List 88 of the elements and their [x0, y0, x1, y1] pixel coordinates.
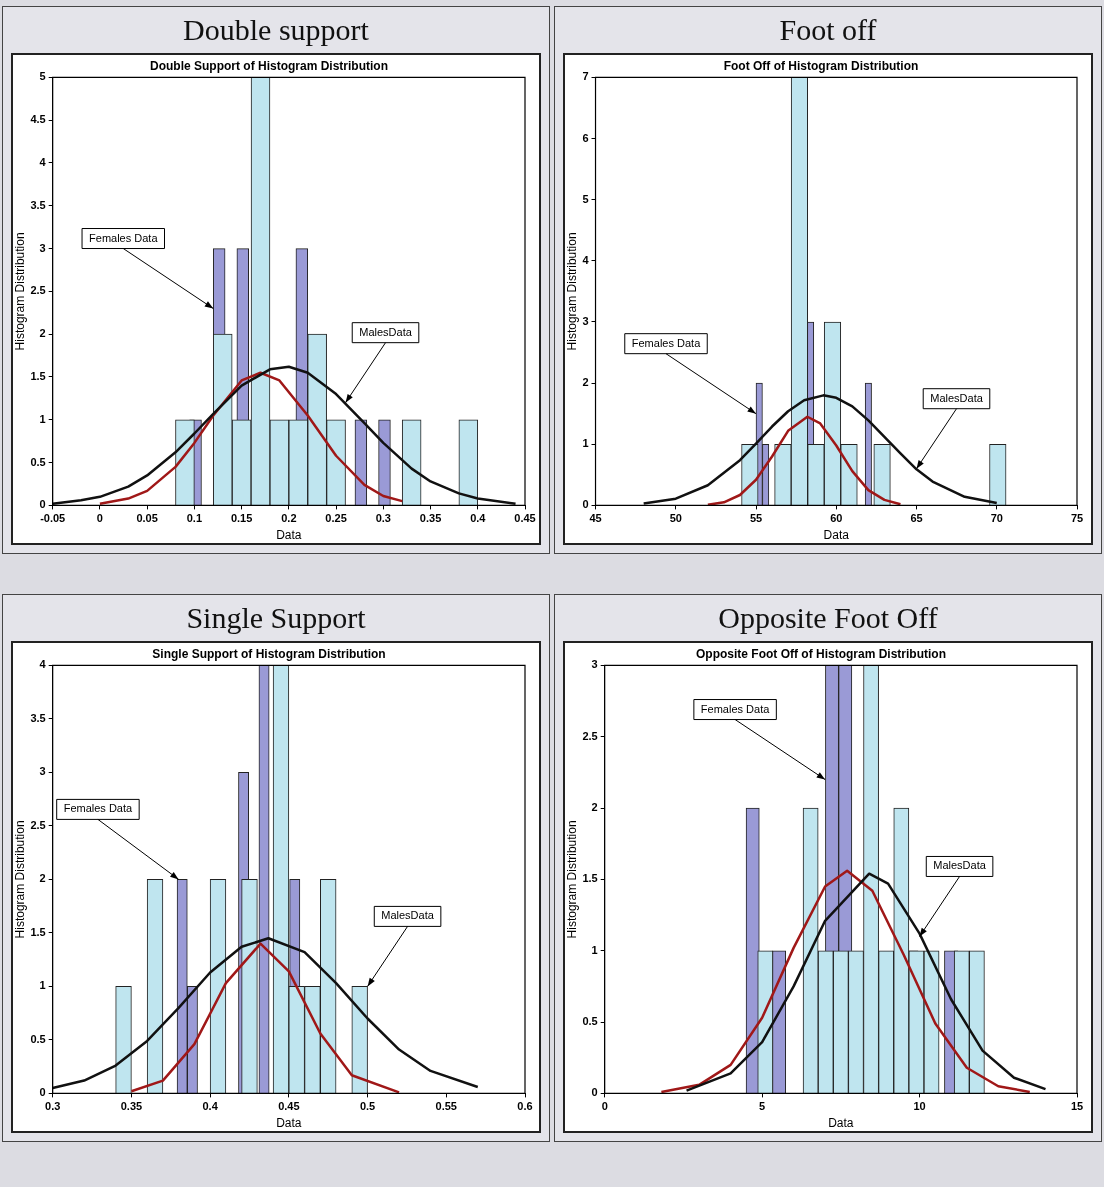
y-tick-label: 1.5 [582, 872, 598, 885]
annotation: Females Data [89, 231, 159, 244]
annotation: Females Data [700, 702, 771, 715]
x-tick-label: 0.15 [230, 512, 253, 525]
x-tick-label: 0.2 [281, 512, 297, 525]
x-axis-title: Data [276, 1116, 302, 1131]
x-tick-label: 0.6 [517, 1100, 533, 1113]
y-tick-label: 3 [591, 658, 598, 671]
x-tick-label: 0.1 [186, 512, 203, 525]
x-tick-label: 60 [830, 512, 843, 525]
chart-title: Single Support [186, 600, 366, 636]
x-tick-label: 5 [759, 1100, 766, 1113]
y-tick-label: 3.5 [30, 198, 46, 211]
y-tick-label: 2 [591, 801, 598, 814]
y-tick-label: 0 [591, 1086, 598, 1099]
x-tick-label: 0.4 [202, 1100, 219, 1113]
annotation: Females Data [631, 336, 702, 349]
x-tick-label: 0.25 [325, 512, 347, 525]
y-tick-label: 1.5 [30, 370, 46, 383]
x-tick-label: 70 [990, 512, 1003, 525]
annotation: MalesData [933, 859, 987, 872]
y-tick-label: 0 [39, 498, 46, 511]
x-axis-title: Data [823, 528, 850, 543]
x-tick-label: 55 [749, 512, 763, 525]
chart-subtitle: Single Support of Histogram Distribution [152, 646, 386, 661]
x-tick-label: 0 [601, 1100, 608, 1113]
y-tick-label: 5 [39, 70, 46, 83]
y-tick-label: 1.5 [30, 925, 46, 938]
x-tick-label: 0.05 [136, 512, 158, 525]
x-tick-label: 0.4 [470, 512, 487, 525]
chart-subtitle: Opposite Foot Off of Histogram Distribution [696, 646, 946, 661]
x-tick-label: 0.5 [359, 1100, 376, 1113]
annotation: Females Data [63, 802, 134, 815]
chart-subtitle: Double Support of Histogram Distribution [150, 58, 388, 73]
y-tick-label: 5 [582, 192, 589, 205]
y-axis-title: Histogram Distribution [12, 820, 27, 939]
y-tick-label: 2.5 [30, 284, 46, 297]
x-axis-title: Data [276, 528, 302, 543]
x-tick-label: 0.35 [419, 512, 442, 525]
x-tick-label: 0.45 [514, 512, 536, 525]
y-tick-label: 1 [39, 979, 46, 992]
y-tick-label: 2 [39, 872, 46, 885]
annotation: MalesData [359, 325, 413, 338]
x-tick-label: 0.3 [45, 1100, 61, 1113]
y-tick-label: 3 [39, 241, 46, 254]
x-tick-label: 0 [96, 512, 103, 525]
y-tick-label: 1 [39, 412, 46, 425]
x-tick-label: 45 [589, 512, 602, 525]
y-axis-title: Histogram Distribution [564, 820, 579, 939]
x-axis-title: Data [828, 1116, 854, 1131]
chart-title: Opposite Foot Off [718, 600, 938, 636]
y-tick-label: 1 [582, 437, 589, 450]
x-tick-label: -0.05 [40, 512, 66, 525]
x-tick-label: 75 [1070, 512, 1084, 525]
y-tick-label: 2.5 [30, 818, 46, 831]
y-tick-label: 0.5 [30, 1032, 46, 1045]
y-tick-label: 3.5 [30, 711, 46, 724]
y-axis-title: Histogram Distribution [564, 232, 579, 351]
x-tick-label: 0.35 [120, 1100, 143, 1113]
y-tick-label: 0 [39, 1086, 46, 1099]
y-tick-label: 4 [39, 658, 47, 671]
y-tick-label: 0.5 [30, 455, 46, 468]
y-axis-title: Histogram Distribution [12, 232, 27, 351]
y-tick-label: 4 [39, 156, 47, 169]
y-tick-label: 0 [582, 498, 589, 511]
x-tick-label: 0.3 [375, 512, 391, 525]
chart-subtitle: Foot Off of Histogram Distribution [723, 58, 919, 73]
y-tick-label: 0.5 [582, 1015, 598, 1028]
chart-title: Double support [183, 12, 369, 48]
x-tick-label: 50 [669, 512, 682, 525]
annotation: MalesData [930, 391, 984, 404]
y-tick-label: 2 [582, 376, 589, 389]
y-tick-label: 3 [582, 315, 589, 327]
y-tick-label: 1 [591, 943, 598, 956]
y-tick-label: 4.5 [30, 113, 46, 126]
y-tick-label: 4 [582, 253, 590, 266]
y-tick-label: 6 [582, 131, 589, 144]
x-tick-label: 65 [910, 512, 923, 525]
x-tick-label: 0.45 [278, 1100, 300, 1113]
y-tick-label: 2.5 [582, 729, 598, 742]
y-tick-label: 7 [582, 70, 589, 83]
chart-title: Foot off [779, 12, 877, 48]
y-tick-label: 3 [39, 765, 46, 778]
annotation: MalesData [381, 909, 435, 922]
y-tick-label: 2 [39, 327, 46, 340]
x-tick-label: 10 [913, 1100, 926, 1113]
x-tick-label: 0.55 [435, 1100, 457, 1113]
x-tick-label: 15 [1070, 1100, 1084, 1113]
